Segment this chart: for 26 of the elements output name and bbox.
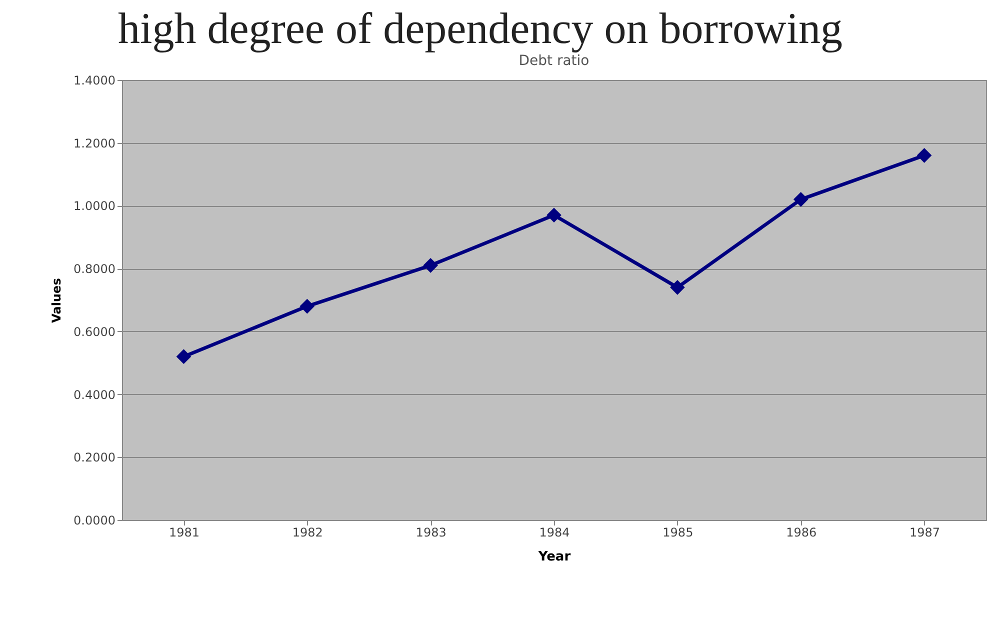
point — [916, 148, 932, 163]
x-tick-label: 1984 — [539, 526, 570, 540]
point — [670, 280, 685, 295]
x-tick-label: 1983 — [416, 526, 446, 540]
x-tick-label: 1982 — [292, 526, 323, 540]
y-tick-label: 0.4000 — [74, 388, 116, 402]
y-axis-title: Values — [50, 278, 64, 323]
y-tick-label: 1.4000 — [74, 74, 116, 88]
y-tick-label: 0.8000 — [74, 262, 116, 276]
x-tick-label: 1986 — [786, 526, 817, 540]
x-axis-title: Year — [537, 550, 572, 564]
point — [423, 258, 438, 273]
point — [546, 208, 562, 223]
y-tick-label: 1.0000 — [74, 199, 116, 214]
chart-subtitle: Debt ratio — [518, 53, 590, 69]
y-tick-label: 0.2000 — [74, 450, 116, 465]
point — [176, 349, 192, 364]
x-tick-label: 1987 — [910, 526, 940, 540]
y-tick-label: 0.0000 — [74, 514, 116, 528]
point — [793, 192, 808, 207]
y-tick-label: 1.2000 — [74, 136, 116, 150]
y-tick-label: 0.6000 — [74, 324, 116, 339]
x-tick-label: 1981 — [168, 526, 200, 540]
x-tick-label: 1985 — [662, 526, 694, 540]
chart-title: high degree of dependency on borrowing — [118, 4, 844, 54]
point — [300, 298, 315, 314]
